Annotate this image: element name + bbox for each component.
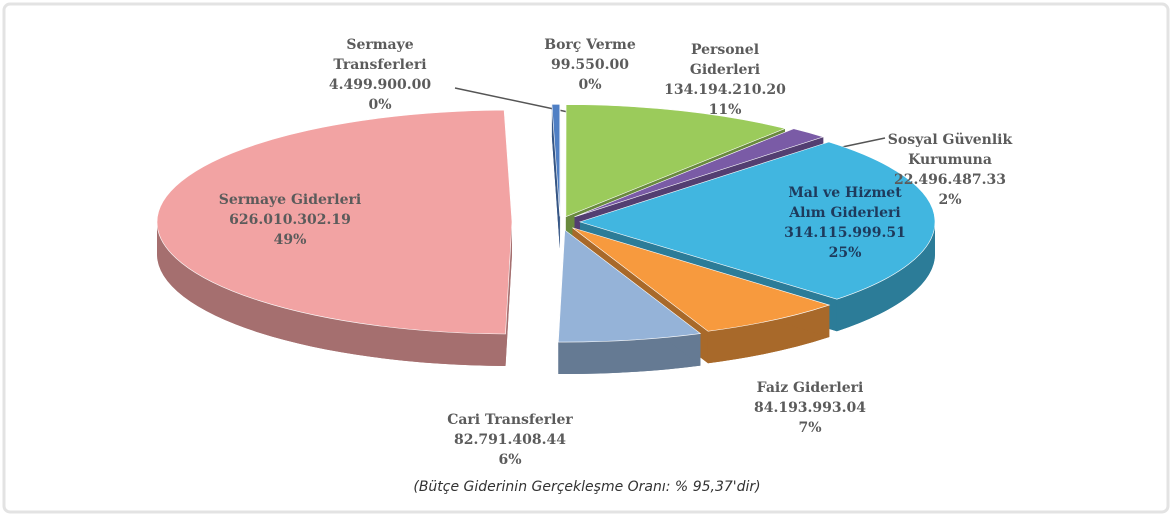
slice (156, 109, 513, 335)
value-label: 84.193.993.04 (754, 400, 866, 416)
value-label: 314.115.999.51 (784, 225, 906, 241)
pie (156, 104, 936, 375)
value-label: 22.496.487.33 (894, 172, 1006, 188)
percent-label: 49% (274, 232, 307, 248)
percent-label: 6% (498, 452, 521, 468)
percent-label: 0% (368, 97, 391, 113)
percent-label: 0% (578, 77, 601, 93)
percent-label: 2% (938, 192, 961, 208)
labels: Borç Verme 99.550.00 0% Personel Giderleri 13… (219, 37, 1013, 468)
slice-name: Mal ve Hizmet (788, 185, 902, 201)
value-label: 4.499.900.00 (329, 77, 432, 93)
slice-cut (551, 104, 560, 249)
slice (551, 104, 561, 217)
slice-name: Sosyal Güvenlik (888, 132, 1013, 148)
value-label: 626.010.302.19 (229, 212, 351, 228)
slice-name: Transferleri (333, 57, 426, 73)
percent-label: 7% (798, 420, 821, 436)
slice (558, 229, 702, 343)
leader-line (454, 87, 569, 113)
slice-name: Sermaye Giderleri (219, 192, 361, 208)
slice (572, 227, 831, 332)
slice-side (558, 333, 701, 375)
slice-name: Faiz Giderleri (757, 380, 864, 396)
slice-name: Personel (691, 42, 759, 58)
slice (565, 104, 786, 218)
slice-side (836, 221, 935, 332)
value-label: 99.550.00 (551, 57, 629, 73)
slice-name: Cari Transferler (447, 412, 573, 428)
slice (574, 128, 825, 218)
caption: (Bütçe Giderinin Gerçekleşme Oranı: % 95… (413, 479, 760, 495)
slice-name: Kurumuna (908, 152, 992, 168)
slice-name: Alım Giderleri (788, 205, 900, 221)
slice (578, 141, 936, 300)
slice-name: Borç Verme (544, 37, 636, 53)
value-label: 82.791.408.44 (454, 432, 566, 448)
value-label: 134.194.210.20 (664, 82, 786, 98)
percent-label: 25% (829, 245, 862, 261)
slice-name: Giderleri (690, 62, 760, 78)
slice-side (157, 222, 506, 367)
slice-name: Sermaye (346, 37, 413, 53)
percent-label: 11% (709, 102, 742, 118)
